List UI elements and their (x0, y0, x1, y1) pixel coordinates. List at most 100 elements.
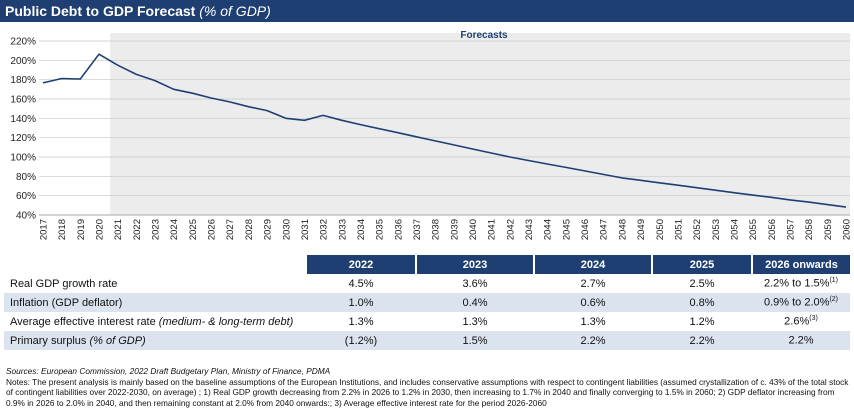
forecast-region (110, 33, 850, 215)
y-tick-label: 180% (10, 75, 36, 86)
x-tick-label: 2044 (543, 219, 554, 240)
table-cell: 2.2% (752, 331, 850, 350)
x-tick-label: 2055 (748, 219, 759, 240)
row-label: Primary surplus (% of GDP) (4, 331, 306, 350)
data-point (378, 127, 380, 129)
data-point (621, 177, 623, 179)
y-tick-label: 140% (10, 114, 36, 125)
x-tick-label: 2025 (188, 219, 199, 240)
table-cell: 2.2% to 1.5%(1) (764, 277, 838, 290)
x-tick-label: 2039 (449, 219, 460, 240)
x-tick-label: 2058 (804, 219, 815, 240)
data-point (695, 187, 697, 189)
x-tick-label: 2046 (580, 219, 591, 240)
debt-line-chart: 40% 60% 80% 100% 120% 140% 160% 180% 200% 220% 201… (10, 30, 853, 240)
table-header-cell: 2025 (651, 255, 752, 274)
data-point (490, 152, 492, 154)
data-point (42, 82, 44, 84)
table-header-blank (4, 255, 306, 274)
data-point (116, 64, 118, 66)
data-point (751, 194, 753, 196)
x-tick-label: 2048 (617, 219, 628, 240)
data-point (714, 189, 716, 191)
x-tick-label: 2053 (711, 219, 722, 240)
table-cell: (1.2%) (306, 331, 416, 350)
table-row: Primary surplus (% of GDP) (1.2%) 1.5% 2… (4, 331, 850, 350)
x-tick-label: 2017 (39, 219, 50, 240)
x-tick-label: 2019 (76, 219, 87, 240)
x-tick-label: 2036 (393, 219, 404, 240)
y-tick-label: 220% (10, 37, 36, 48)
table-header-cell: 2022 (305, 255, 416, 274)
y-tick-label: 200% (10, 56, 36, 67)
data-point (602, 173, 604, 175)
data-point (583, 170, 585, 172)
x-tick-label: 2021 (113, 219, 124, 240)
table-cell: 2.7% (580, 277, 606, 290)
table-row: Average effective interest rate (medium-… (4, 312, 850, 331)
x-tick-label: 2059 (823, 219, 834, 240)
x-tick-label: 2043 (524, 219, 535, 240)
x-tick-label: 2020 (95, 219, 106, 240)
forecasts-annotation: Forecasts (460, 30, 508, 41)
sources-note: Sources: European Commission, 2022 Draft… (6, 366, 331, 376)
x-tick-label: 2037 (412, 219, 423, 240)
table-cell: 0.4% (416, 293, 534, 312)
data-point (341, 119, 343, 121)
table-cell: 1.3% (580, 315, 606, 328)
data-point (509, 156, 511, 158)
x-tick-label: 2045 (561, 219, 572, 240)
x-tick-label: 2052 (692, 219, 703, 240)
x-tick-label: 2047 (599, 219, 610, 240)
table-cell: 3.6% (462, 277, 488, 290)
data-point (154, 79, 156, 81)
assumptions-table: 2022 2023 2024 2025 2026 onwards Real GD… (4, 255, 850, 350)
data-point (79, 78, 81, 80)
table-cell: 0.9% to 2.0%(2) (752, 293, 850, 312)
x-tick-label: 2023 (151, 219, 162, 240)
data-point (453, 144, 455, 146)
x-tick-label: 2024 (169, 219, 180, 240)
data-point (845, 206, 847, 208)
table-cell: 2.2% (534, 331, 652, 350)
notes-text: Notes: The present analysis is mainly ba… (6, 376, 849, 408)
data-point (565, 166, 567, 168)
data-point (397, 132, 399, 134)
table-header-cell: 2026 onwards (751, 255, 850, 274)
x-tick-label: 2032 (319, 219, 330, 240)
data-point (527, 159, 529, 161)
x-tick-label: 2060 (842, 219, 853, 240)
data-point (359, 123, 361, 125)
table-row: Real GDP growth rate 4.5% 3.6% 2.7% 2.5%… (4, 274, 850, 293)
x-tick-label: 2027 (225, 219, 236, 240)
data-point (266, 109, 268, 111)
x-tick-label: 2035 (375, 219, 386, 240)
data-point (135, 73, 137, 75)
x-tick-label: 2030 (281, 219, 292, 240)
table-cell: 0.6% (534, 293, 652, 312)
data-point (639, 179, 641, 181)
data-point (658, 182, 660, 184)
table-header-cell: 2023 (415, 255, 534, 274)
row-label: Real GDP growth rate (10, 277, 118, 290)
row-label: Inflation (GDP deflator) (4, 293, 306, 312)
table-cell: 1.3% (462, 315, 488, 328)
x-tick-label: 2050 (655, 219, 666, 240)
y-tick-label: 60% (16, 191, 36, 202)
x-tick-label: 2033 (337, 219, 348, 240)
data-point (415, 136, 417, 138)
x-tick-label: 2057 (785, 219, 796, 240)
chart-subtitle: (% of GDP) (199, 3, 271, 19)
data-point (60, 77, 62, 79)
x-tick-label: 2028 (244, 219, 255, 240)
x-tick-label: 2054 (729, 219, 740, 240)
table-row: Inflation (GDP deflator) 1.0% 0.4% 0.6% … (4, 293, 850, 312)
data-point (733, 191, 735, 193)
data-point (210, 97, 212, 99)
data-point (229, 101, 231, 103)
x-tick-label: 2041 (487, 219, 498, 240)
x-tick-label: 2042 (505, 219, 516, 240)
data-point (191, 92, 193, 94)
table-cell: 2.6%(3) (784, 315, 818, 328)
x-tick-label: 2022 (132, 219, 143, 240)
